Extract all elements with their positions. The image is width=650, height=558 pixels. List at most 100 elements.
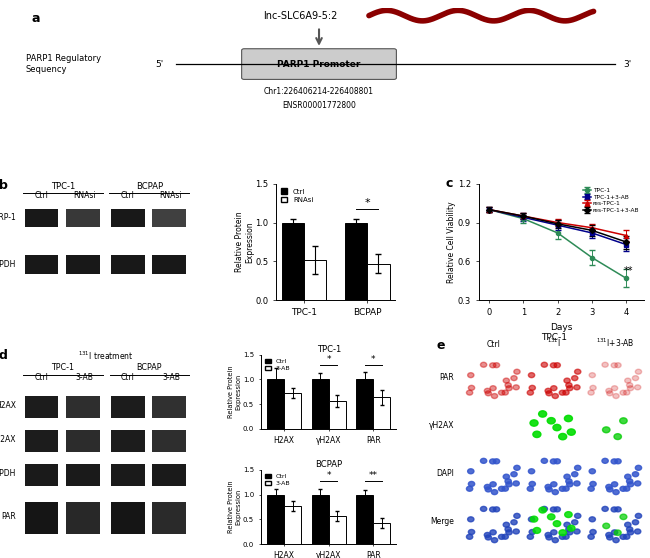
Bar [25,464,58,486]
Circle shape [606,535,613,540]
Bar [312,494,329,544]
Text: DAPI: DAPI [437,469,454,478]
Circle shape [615,459,621,464]
Circle shape [528,517,535,522]
Circle shape [606,532,612,537]
Circle shape [634,481,641,486]
Circle shape [627,383,633,388]
Bar [284,393,301,429]
Circle shape [533,431,541,437]
Circle shape [530,420,538,426]
Text: RNAsi: RNAsi [73,191,96,200]
Circle shape [632,376,639,381]
Legend: Ctrl, 3-AB: Ctrl, 3-AB [264,358,292,372]
Circle shape [613,538,619,543]
Title: BCPAP: BCPAP [315,460,343,469]
Circle shape [615,363,621,368]
Circle shape [571,520,578,525]
Circle shape [493,507,500,512]
Circle shape [612,386,618,391]
Legend: Ctrl, 3-AB: Ctrl, 3-AB [264,473,292,487]
Circle shape [527,390,534,395]
Circle shape [489,507,496,512]
Circle shape [611,363,618,368]
Text: GAPDH: GAPDH [0,469,16,478]
Bar [356,494,373,544]
Bar [373,523,390,544]
Circle shape [539,411,547,417]
Circle shape [603,523,610,528]
Circle shape [564,378,570,383]
Bar [111,430,145,452]
Bar [152,256,186,273]
Circle shape [627,479,633,484]
Text: 3-AB: 3-AB [75,373,94,382]
Bar [25,209,58,227]
Circle shape [529,482,536,487]
Circle shape [513,481,519,486]
Circle shape [505,479,512,484]
Circle shape [513,529,519,534]
Circle shape [506,530,512,535]
Legend: Ctrl, RNAsi: Ctrl, RNAsi [280,187,315,204]
Text: PAR: PAR [439,373,454,382]
Bar [111,256,145,273]
Circle shape [565,512,572,517]
Bar [111,502,145,534]
Circle shape [545,388,551,393]
Bar [312,379,329,429]
Text: $^{131}$I treatment: $^{131}$I treatment [78,350,134,362]
Y-axis label: Relative Cell Viability: Relative Cell Viability [447,201,456,283]
Circle shape [563,534,569,539]
Circle shape [554,507,560,512]
Circle shape [511,472,517,477]
Bar [345,223,367,300]
Bar [267,379,284,429]
Circle shape [484,484,491,489]
Circle shape [511,520,517,525]
Circle shape [590,386,596,391]
Circle shape [469,482,474,487]
Circle shape [575,369,581,374]
Title: TPC-1: TPC-1 [317,345,341,354]
Circle shape [484,388,491,393]
Circle shape [574,481,580,486]
Circle shape [505,527,512,532]
Bar [152,430,186,452]
Bar [66,209,99,227]
Bar [25,396,58,418]
Circle shape [613,489,619,494]
Circle shape [625,474,631,479]
Circle shape [469,386,474,391]
Circle shape [614,530,621,536]
Text: $^{131}$I: $^{131}$I [547,336,561,349]
Circle shape [603,427,610,433]
Text: RNAsi: RNAsi [160,191,182,200]
Circle shape [563,486,569,491]
Circle shape [499,390,505,395]
Circle shape [505,383,512,388]
Bar [25,256,58,273]
Circle shape [539,507,547,513]
Text: *: * [326,355,331,364]
Text: a: a [32,12,40,25]
Bar [367,264,389,300]
Bar [66,430,99,452]
Circle shape [635,369,642,374]
Circle shape [530,516,538,522]
Circle shape [611,459,618,464]
Circle shape [575,465,581,470]
Text: PARP1 Promoter: PARP1 Promoter [278,60,361,69]
Text: Ctrl: Ctrl [121,191,135,200]
Circle shape [559,487,566,491]
Text: PAR: PAR [1,512,16,521]
Text: Ctrl: Ctrl [486,340,500,349]
Text: 3': 3' [624,60,632,69]
Circle shape [546,535,552,540]
Bar [284,507,301,544]
Circle shape [623,390,630,395]
Text: b: b [0,179,8,192]
Circle shape [588,390,594,395]
Text: Chr1:226406214-226408801: Chr1:226406214-226408801 [264,87,374,96]
Circle shape [513,385,519,390]
